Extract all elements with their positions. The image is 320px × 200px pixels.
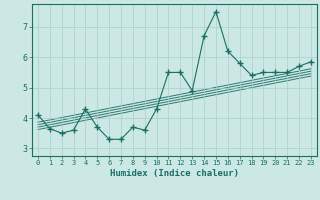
X-axis label: Humidex (Indice chaleur): Humidex (Indice chaleur) [110,169,239,178]
